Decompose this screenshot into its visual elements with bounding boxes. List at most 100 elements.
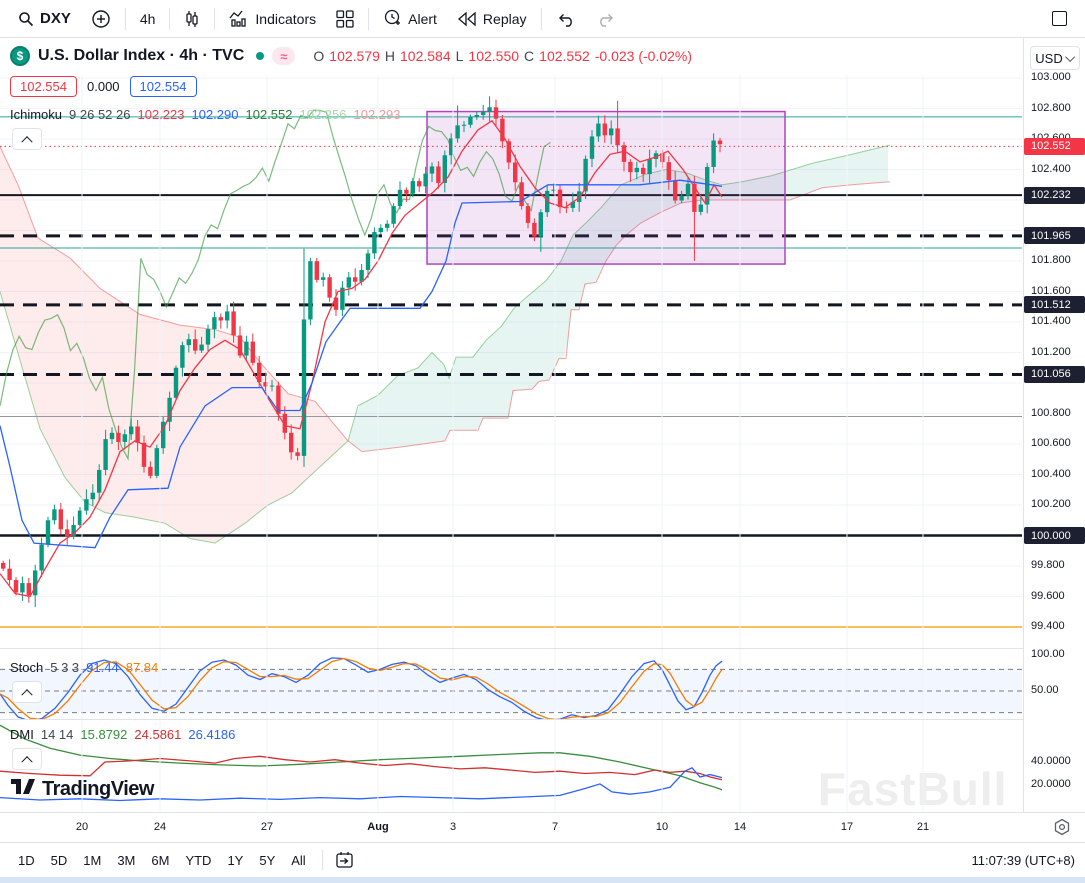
candle: [289, 432, 294, 453]
price-tick-label: 100.400: [1031, 467, 1071, 480]
pane-separator[interactable]: [0, 719, 1085, 720]
candle: [429, 166, 435, 174]
candle: [333, 297, 339, 310]
candle: [506, 141, 511, 163]
dmi-pane[interactable]: [0, 724, 723, 802]
price-axis[interactable]: USD 103.000102.800102.600102.400101.8001…: [1023, 38, 1085, 842]
time-tick-label: 21: [916, 821, 930, 833]
candle: [186, 339, 191, 346]
candle: [468, 117, 473, 125]
candle: [13, 580, 19, 593]
interval-label: 4h: [139, 10, 156, 27]
currency-dropdown[interactable]: USD: [1030, 46, 1080, 70]
chart-style-button[interactable]: [174, 5, 210, 33]
stoch-pane[interactable]: [0, 657, 1022, 721]
symbol-search-button[interactable]: DXY: [8, 5, 81, 33]
dmi-pane-collapse-button[interactable]: [12, 748, 42, 770]
delayed-data-badge[interactable]: ≈: [272, 47, 296, 65]
stoch-legend[interactable]: Stoch 5 3 3 91.44 87.84: [10, 660, 158, 675]
legend-part: 15.8792: [80, 727, 128, 742]
session-clock[interactable]: 11:07:39 (UTC+8): [971, 852, 1075, 868]
replay-label: Replay: [482, 10, 527, 27]
range-button-1d[interactable]: 1D: [18, 852, 35, 868]
price-badge: 102.552: [1024, 137, 1085, 155]
candle: [692, 183, 697, 212]
candle: [385, 223, 390, 228]
legend-part: 102.584: [400, 48, 451, 64]
range-button-all[interactable]: All: [291, 852, 306, 868]
tradingview-mark-icon: [10, 776, 36, 803]
time-tick-label: 14: [733, 821, 747, 833]
undo-button[interactable]: [546, 5, 586, 33]
candle: [129, 426, 134, 435]
alert-button[interactable]: Alert: [373, 5, 447, 33]
range-button-ytd[interactable]: YTD: [185, 852, 212, 868]
candle: [20, 583, 25, 593]
go-to-date-button[interactable]: [331, 846, 359, 874]
time-tick-label: 17: [840, 821, 854, 833]
redo-button[interactable]: [586, 5, 626, 33]
candle: [77, 510, 83, 526]
time-axis[interactable]: 20 24 27 Aug 3 7 10 14 17 21: [0, 812, 1085, 842]
pane-separator[interactable]: [0, 648, 1085, 649]
chevron-up-icon: [21, 756, 33, 768]
candle: [666, 162, 671, 181]
legend-part: C: [524, 48, 535, 64]
symbol-title[interactable]: U.S. Dollar Index · 4h · TVC: [38, 47, 245, 64]
candle: [135, 426, 140, 443]
stoch-tick-label: 100.00: [1031, 648, 1065, 660]
candle: [340, 287, 345, 310]
stoch-pane-collapse-button[interactable]: [12, 681, 42, 703]
legend-part: L: [455, 48, 464, 64]
chart-plot-area[interactable]: [0, 75, 1022, 812]
layout-grid-button[interactable]: [326, 5, 364, 33]
candle: [180, 345, 185, 368]
range-button-3m[interactable]: 3M: [117, 852, 136, 868]
interval-button[interactable]: 4h: [130, 5, 166, 33]
main-pane-collapse-button[interactable]: [12, 128, 42, 150]
candle: [423, 173, 428, 187]
redo-icon: [596, 11, 616, 27]
candle: [263, 382, 268, 387]
candle: [609, 128, 614, 136]
top-toolbar: DXY 4h Indicators: [0, 0, 1085, 38]
candle: [378, 227, 383, 233]
buy-price-button[interactable]: 102.554: [129, 76, 197, 97]
replay-button[interactable]: Replay: [447, 5, 537, 33]
dmi-blue-line: [0, 766, 723, 802]
range-button-5y[interactable]: 5Y: [259, 852, 276, 868]
tradingview-logo[interactable]: TradingView: [10, 776, 154, 803]
candle: [359, 269, 364, 282]
candle: [449, 138, 454, 156]
range-button-5d[interactable]: 5D: [50, 852, 68, 868]
legend-part: 102.223: [137, 107, 185, 122]
candle: [109, 432, 115, 440]
drawing-rectangle[interactable]: [426, 110, 786, 265]
candle: [621, 145, 627, 162]
candle: [346, 277, 351, 288]
maximize-window-icon[interactable]: [1052, 11, 1067, 26]
sell-price-button[interactable]: 102.554: [10, 76, 77, 97]
dmi-legend[interactable]: DMI 14 14 15.8792 24.5861 26.4186: [10, 727, 235, 742]
main-pane[interactable]: [0, 77, 1022, 628]
candle: [705, 166, 710, 205]
range-button-1y[interactable]: 1Y: [227, 852, 244, 868]
price-badge: 102.232: [1024, 186, 1085, 204]
window-edge-strip: [0, 877, 1085, 883]
candle: [628, 161, 633, 173]
axis-settings-gear-icon[interactable]: [1053, 818, 1071, 841]
compare-add-button[interactable]: [81, 5, 121, 33]
candle: [97, 469, 102, 493]
candle: [295, 452, 300, 456]
legend-part: 91.44: [86, 660, 119, 675]
range-button-1m[interactable]: 1M: [83, 852, 102, 868]
indicators-button[interactable]: Indicators: [219, 5, 326, 33]
ichimoku-legend[interactable]: Ichimoku 9 26 52 26 102.223 102.290 102.552 1…: [10, 107, 400, 122]
price-tick-label: 100.800: [1031, 406, 1071, 419]
range-button-6m[interactable]: 6M: [151, 852, 170, 868]
ichimoku-cloud: [0, 146, 348, 543]
legend-part: Ichimoku: [10, 107, 63, 122]
candle: [397, 189, 403, 207]
price-badge: 101.512: [1024, 296, 1085, 314]
dmi-red-line: [0, 755, 723, 781]
